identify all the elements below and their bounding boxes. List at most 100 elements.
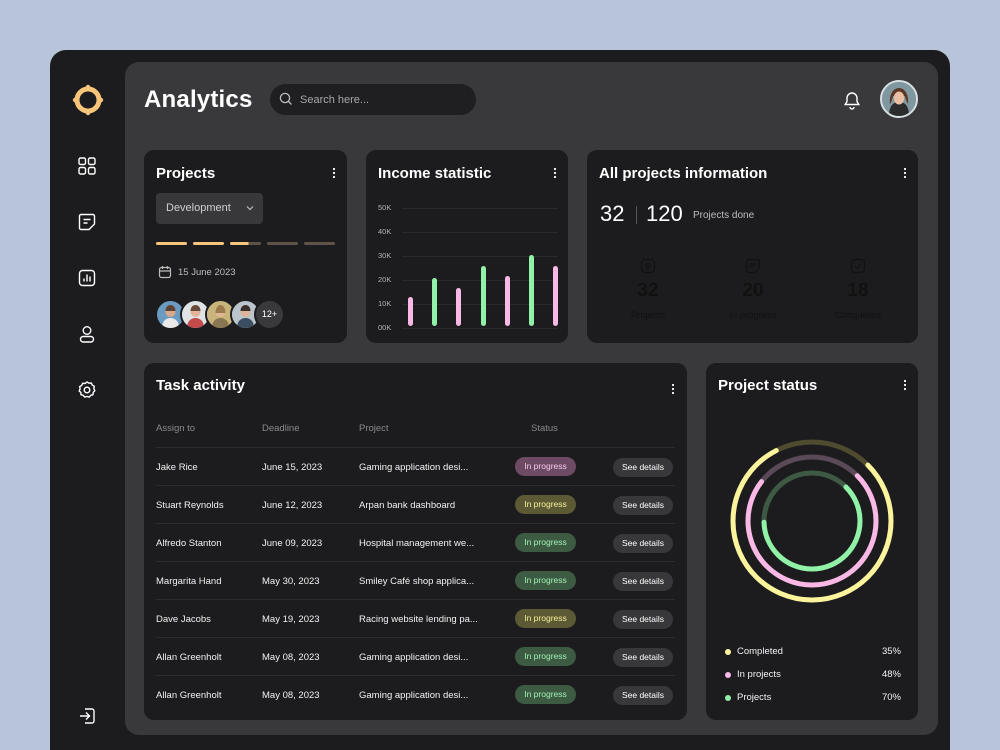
progress-segment bbox=[304, 242, 335, 245]
see-details-button[interactable]: See details bbox=[613, 610, 673, 629]
see-details-button[interactable]: See details bbox=[613, 534, 673, 553]
legend-dot bbox=[725, 672, 731, 678]
more-icon[interactable] bbox=[899, 379, 911, 391]
status-badge: In progress bbox=[515, 533, 576, 552]
bell-icon[interactable] bbox=[843, 91, 861, 110]
legend-percent: 35% bbox=[881, 646, 901, 657]
deadline-cell: May 30, 2023 bbox=[262, 576, 320, 587]
task-title: Task activity bbox=[156, 377, 245, 394]
chart-icon[interactable] bbox=[77, 268, 97, 288]
ring-arc bbox=[745, 454, 879, 588]
see-details-button[interactable]: See details bbox=[613, 458, 673, 477]
income-bar bbox=[408, 297, 413, 326]
assignee-cell: Allan Greenholt bbox=[156, 690, 222, 701]
project-cell: Hospital management we... bbox=[359, 538, 475, 549]
status-badge: In progress bbox=[515, 571, 576, 590]
income-bar bbox=[432, 278, 438, 326]
see-details-button[interactable]: See details bbox=[613, 572, 673, 591]
user-icon[interactable] bbox=[77, 324, 97, 344]
more-icon[interactable] bbox=[328, 167, 340, 179]
tile-value: 20 bbox=[742, 280, 764, 301]
ring-arc bbox=[761, 470, 863, 572]
more-icon[interactable] bbox=[899, 167, 911, 179]
column-header: Deadline bbox=[262, 423, 300, 434]
legend-percent: 48% bbox=[881, 669, 901, 680]
assignee-cell: Dave Jacobs bbox=[156, 614, 211, 625]
tile-completed[interactable]: 18 Completed bbox=[810, 248, 906, 331]
tile-label: Completed bbox=[835, 310, 881, 321]
member-avatar bbox=[180, 299, 211, 330]
members-more-badge[interactable]: 12+ bbox=[254, 299, 285, 330]
project-cell: Arpan bank dashboard bbox=[359, 500, 456, 511]
grid-line bbox=[402, 232, 558, 233]
tile-label: In progress bbox=[729, 310, 777, 321]
tile-projects[interactable]: 32 Projects bbox=[600, 248, 696, 331]
note-icon bbox=[745, 258, 761, 274]
calendar-icon bbox=[158, 266, 172, 279]
table-row: Margarita Hand May 30, 2023 Smiley Café sh… bbox=[156, 561, 675, 599]
more-icon[interactable] bbox=[549, 167, 561, 179]
income-card: Income statistic 50K 40K 30K 20K 10K 00K bbox=[366, 150, 568, 343]
stat-divider bbox=[636, 206, 637, 224]
logout-icon[interactable] bbox=[77, 706, 97, 726]
see-details-button[interactable]: See details bbox=[613, 648, 673, 667]
main-panel: Analytics Projects Development bbox=[125, 62, 938, 735]
assignee-cell: Alfredo Stanton bbox=[156, 538, 222, 549]
check-icon bbox=[850, 258, 866, 274]
y-tick-label: 10K bbox=[378, 299, 392, 308]
list-icon bbox=[640, 258, 656, 274]
table-row: Allan Greenholt May 08, 2023 Gaming applic… bbox=[156, 637, 675, 675]
task-activity-card: Task activity Assign to Deadline Project… bbox=[144, 363, 687, 720]
note-icon[interactable] bbox=[77, 212, 97, 232]
done-count: 32 bbox=[600, 201, 625, 226]
project-cell: Gaming application desi... bbox=[359, 652, 469, 663]
deadline-cell: June 09, 2023 bbox=[262, 538, 323, 549]
project-cell: Gaming application desi... bbox=[359, 690, 469, 701]
project-cell: Gaming application desi... bbox=[359, 462, 469, 473]
legend-label: Completed bbox=[737, 646, 783, 657]
tile-value: 18 bbox=[847, 280, 869, 301]
progress-segment bbox=[156, 242, 187, 245]
more-icon[interactable] bbox=[667, 383, 679, 395]
income-title: Income statistic bbox=[378, 165, 492, 182]
project-date: 15 June 2023 bbox=[178, 267, 236, 278]
assignee-cell: Jake Rice bbox=[156, 462, 198, 473]
table-row: Allan Greenholt May 08, 2023 Gaming applic… bbox=[156, 675, 675, 713]
table-row: Jake Rice June 15, 2023 Gaming application… bbox=[156, 447, 675, 485]
avatar[interactable] bbox=[880, 80, 918, 118]
legend-percent: 70% bbox=[881, 692, 901, 703]
total-count: 120 bbox=[646, 201, 683, 226]
status-badge: In progress bbox=[515, 457, 576, 476]
done-label: Projects done bbox=[693, 210, 755, 221]
search-input[interactable] bbox=[300, 90, 470, 110]
see-details-button[interactable]: See details bbox=[613, 496, 673, 515]
y-tick-label: 00K bbox=[378, 323, 392, 332]
deadline-cell: May 08, 2023 bbox=[262, 690, 320, 701]
y-tick-label: 50K bbox=[378, 203, 392, 212]
tile-in-progress[interactable]: 20 In progress bbox=[705, 248, 801, 331]
table-row: Dave Jacobs May 19, 2023 Racing website le… bbox=[156, 599, 675, 637]
legend-label: In projects bbox=[737, 669, 781, 680]
app-window: Analytics Projects Development bbox=[50, 50, 950, 750]
search-bar[interactable] bbox=[270, 84, 476, 115]
grid-line bbox=[402, 208, 558, 209]
see-details-button[interactable]: See details bbox=[613, 686, 673, 705]
table-row: Stuart Reynolds June 12, 2023 Arpan bank d… bbox=[156, 485, 675, 523]
status-badge: In progress bbox=[515, 609, 576, 628]
column-header: Project bbox=[359, 423, 389, 434]
tile-label: Projects bbox=[630, 310, 666, 321]
status-badge: In progress bbox=[515, 647, 576, 666]
legend-label: Projects bbox=[737, 692, 772, 703]
project-cell: Smiley Café shop applica... bbox=[359, 576, 475, 587]
grid-icon[interactable] bbox=[77, 156, 97, 176]
legend-dot bbox=[725, 695, 731, 701]
grid-line bbox=[402, 328, 558, 329]
category-dropdown[interactable]: Development bbox=[156, 193, 263, 224]
income-bar bbox=[456, 287, 462, 326]
gear-icon[interactable] bbox=[77, 380, 97, 400]
logo-icon bbox=[72, 84, 104, 116]
table-row: Alfredo Stanton June 09, 2023 Hospital man… bbox=[156, 523, 675, 561]
ring-arc bbox=[730, 439, 894, 603]
progress-segment bbox=[230, 242, 261, 245]
progress-segment bbox=[193, 242, 224, 245]
